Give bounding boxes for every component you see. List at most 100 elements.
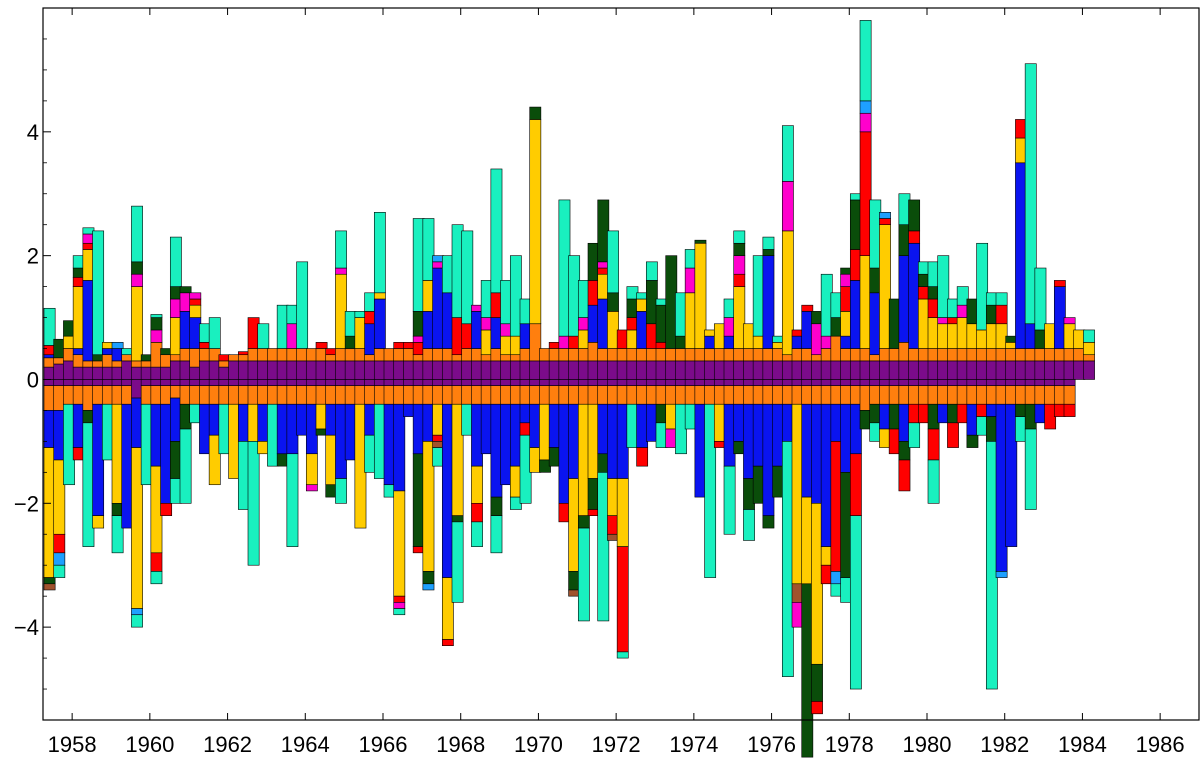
bar-segment-aquamarine [286,453,299,547]
bar-segment-aquamarine [131,205,143,263]
bar-segment-red [995,304,1008,325]
bar-segment-skyblue [111,342,124,349]
bar-segment-skyblue [422,583,435,591]
bar-segment-aquamarine [451,521,464,603]
bar-segment-red [801,304,814,312]
bar-segment-aquamarine [335,478,347,504]
bar-segment-skyblue [859,100,872,114]
bar-segment-magenta [335,267,347,275]
bar-segment-red [315,342,328,349]
bar-segment-aquamarine [393,608,406,616]
bar-segment-darkgreen [490,496,503,516]
bar-segment-gold [131,286,143,362]
bar-segment-aquamarine [490,515,503,554]
y-axis: −4 −2 0 2 4 [14,38,51,690]
y-tick-label: 2 [27,244,39,269]
bar-segment-red [947,422,959,448]
bar-segment-red [849,453,862,516]
bar-segment-red [733,273,746,287]
bar-segment-magenta [859,112,872,133]
bar-segment-darkgreen [529,106,542,120]
bar-segment-aquamarine [335,230,347,269]
bar-segment-aquamarine [111,515,124,554]
bar-segment-aquamarine [976,242,989,331]
bar-segment-brown [43,583,56,591]
bar-segment-aquamarine [1024,428,1037,510]
bar-segment-blue [762,255,775,349]
bar-segment-red [160,502,173,516]
bar-segment-darkgreen [607,292,619,312]
x-tick-label: 1970 [514,732,563,757]
x-tick-label: 1986 [1136,732,1185,757]
bar-segment-gold [305,453,318,486]
bar-segment-aquamarine [43,307,56,346]
bar-segment-aquamarine [1083,329,1095,343]
bar-segment-aquamarine [509,255,522,337]
bar-segment-skyblue [879,212,891,219]
x-tick-label: 1968 [436,732,485,757]
x-tick-label: 1982 [980,732,1029,757]
bar-segment-aquamarine [607,230,619,294]
bar-segment-magenta [1063,317,1076,325]
bar-segment-skyblue [53,552,66,566]
bar-segment-aquamarine [937,255,950,318]
bar-segment-aquamarine [257,323,270,349]
x-tick-label: 1966 [359,732,408,757]
bar-segment-aquamarine [733,230,746,244]
bar-segment-gold [373,292,386,300]
bar-segment-aquamarine [762,236,775,250]
plot-frame [42,7,1200,721]
bar-segment-darkgreen [733,242,746,256]
y-tick-label: −4 [14,615,39,640]
bar-segment-aquamarine [1024,63,1037,325]
bar-segment-purple [1083,360,1095,380]
bar-segment-darkgreen [762,249,775,256]
bar-segment-aquamarine [247,441,260,566]
bar-segment-purple [1063,379,1076,386]
bar-segment-aquamarine [296,261,309,349]
bar-segment-blue [393,403,406,492]
x-tick-label: 1976 [747,732,796,757]
bar-segment-aquamarine [461,230,474,325]
bar-segment-magenta [305,484,318,492]
x-tick-label: 1960 [125,732,174,757]
bar-segment-darkgreen [179,286,192,294]
bar-segment-red [441,639,454,647]
bar-segment-aquamarine [92,230,105,356]
bar-segment-aquamarine [208,317,221,349]
bar-segment-darkgreen [131,261,143,275]
bar-segment-gold [1083,342,1095,356]
bar-segment-red [53,533,66,554]
bar-segment-darkgreen [694,239,707,244]
bar-segment-aquamarine [490,168,503,294]
bar-segment-darkgreen [451,515,464,523]
bar-segment-darkgreen [762,515,775,529]
bar-segment-aquamarine [956,286,969,306]
bar-segment-magenta [733,255,746,275]
bar-segment-darkgreen [908,199,921,232]
bar-segment-aquamarine [927,459,940,504]
bar-segment-gold [208,434,221,486]
bar-segment-aquamarine [849,515,862,690]
bar-segment-aquamarine [995,292,1008,306]
bar-segment-darkgreen [422,571,435,585]
bar-segment-red [908,230,921,244]
bar-segment-red [393,595,406,603]
bar-segment-magenta [150,329,163,343]
bar-segment-aquamarine [743,509,755,541]
x-tick-label: 1978 [825,732,874,757]
bar-segment-orange [1063,385,1076,405]
y-tick-label: 4 [27,120,39,145]
bar-segment-gold [529,119,542,325]
bar-segment-red [616,546,629,653]
bar-segment-aquamarine [53,564,66,578]
bar-segment-darkgreen [577,515,590,529]
bar-segment-darkgreen [811,663,823,702]
bar-segment-aquamarine [704,403,717,578]
bar-segment-red [150,552,163,572]
bar-segment-orange [1083,354,1095,362]
bar-segment-aquamarine [169,236,182,287]
bar-segment-aquamarine [859,20,872,102]
x-tick-label: 1958 [48,732,97,757]
